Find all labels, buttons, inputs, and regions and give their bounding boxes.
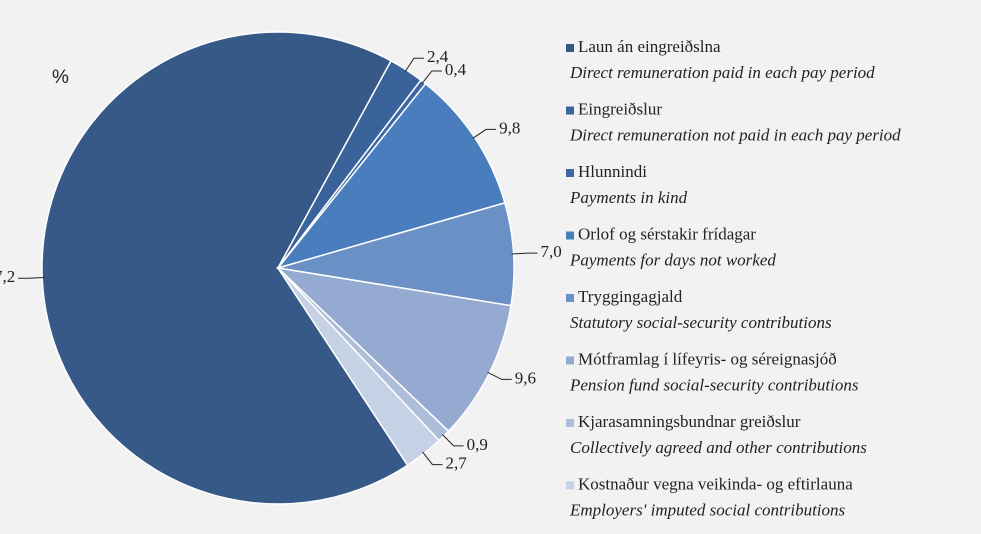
legend-swatch — [566, 356, 574, 365]
unit-label: % — [52, 67, 69, 88]
legend-swatch — [566, 231, 574, 240]
leader-line — [442, 434, 464, 447]
leader-line — [404, 57, 424, 72]
leader-line — [18, 277, 45, 279]
data-label: 0,9 — [467, 435, 488, 454]
legend-description: Pension fund social-security contributio… — [569, 375, 859, 394]
legend-label: Mótframlag í lífeyris- og séreignasjóð — [578, 349, 837, 368]
leader-line — [472, 128, 497, 139]
legend-swatch — [566, 169, 574, 177]
legend-description: Payments in kind — [569, 188, 688, 207]
legend-swatch — [566, 419, 574, 427]
data-label: 67,2 — [0, 267, 15, 286]
legend-swatch — [566, 106, 574, 115]
legend-label: Laun án eingreiðslna — [578, 37, 721, 56]
leader-line — [511, 252, 538, 255]
data-label: 2,7 — [445, 453, 467, 472]
legend-description: Collectively agreed and other contributi… — [570, 438, 867, 457]
legend-label: Kostnaður vegna veikinda- og eftirlauna — [578, 474, 853, 493]
data-label: 0,4 — [445, 60, 467, 79]
legend-label: Kjarasamningsbundnar greiðslur — [578, 412, 801, 431]
leader-line — [422, 451, 443, 466]
legend-swatch — [566, 481, 574, 490]
data-label: 2,4 — [427, 47, 449, 66]
legend-label: Hlunnindi — [578, 162, 647, 181]
legend-description: Payments for days not worked — [569, 250, 776, 269]
legend-swatch — [566, 44, 574, 52]
leader-line — [421, 70, 442, 84]
legend-label: Tryggingagjald — [578, 287, 683, 306]
legend-label: Orlof og sérstakir frídagar — [578, 224, 756, 243]
data-label: 9,8 — [499, 118, 520, 137]
legend-description: Statutory social-security contributions — [570, 313, 832, 332]
legend-label: Eingreiðslur — [578, 99, 662, 118]
legend-description: Direct remuneration not paid in each pay… — [569, 125, 901, 144]
legend-swatch — [566, 294, 574, 302]
data-label: 9,6 — [515, 368, 536, 387]
legend-description: Employers' imputed social contributions — [569, 500, 846, 519]
legend-description: Direct remuneration paid in each pay per… — [569, 63, 875, 82]
data-label: 7,0 — [541, 242, 562, 261]
leader-line — [487, 371, 512, 380]
